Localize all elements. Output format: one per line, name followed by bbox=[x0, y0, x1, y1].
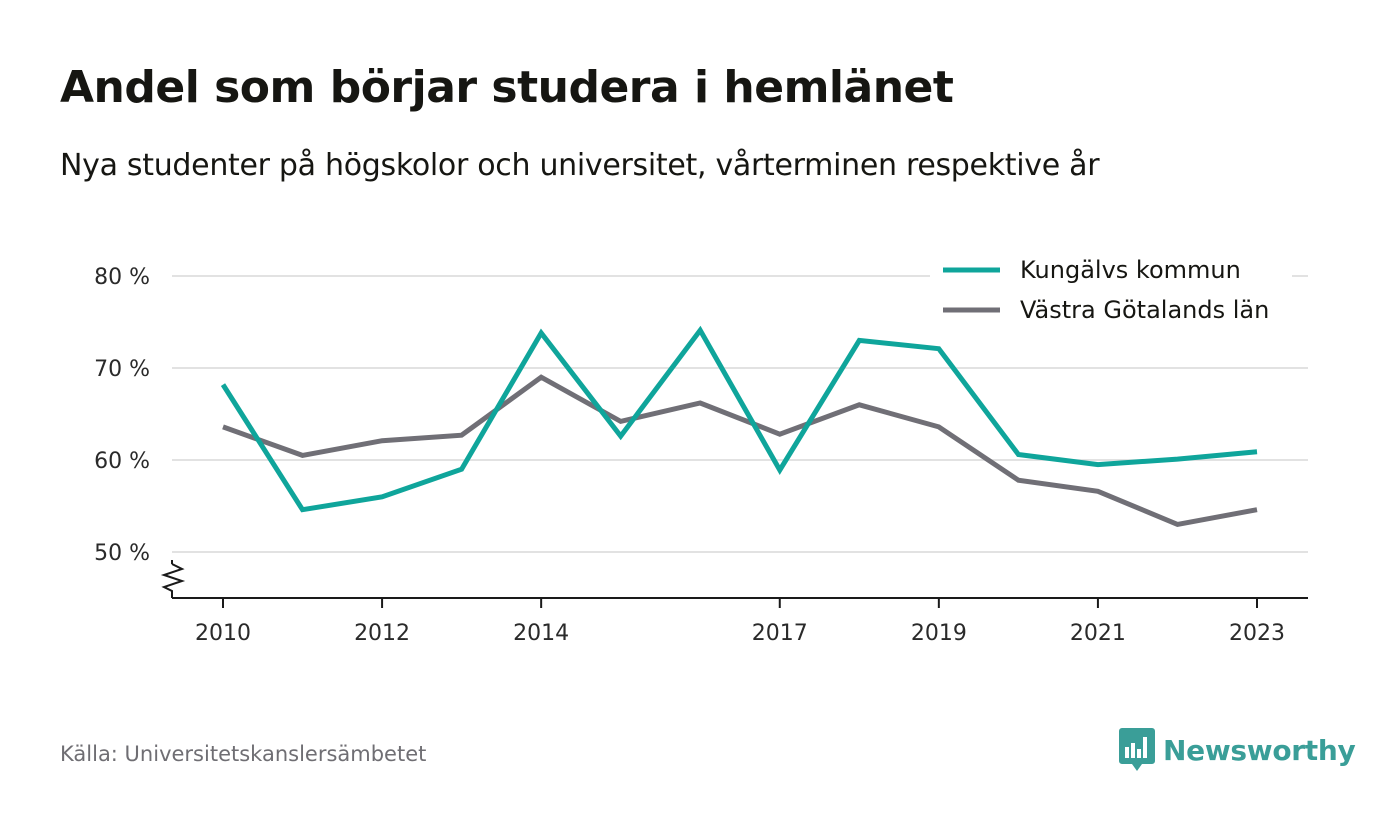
source-note: Källa: Universitetskanslersämbetet bbox=[60, 742, 427, 766]
newsworthy-logo: Newsworthy bbox=[1119, 728, 1356, 772]
chart-subtitle: Nya studenter på högskolor och universit… bbox=[60, 148, 1100, 183]
legend-label: Västra Götalands län bbox=[1020, 296, 1269, 324]
x-tick-label: 2012 bbox=[354, 621, 410, 646]
series-layer bbox=[220, 325, 1258, 527]
x-tick-label: 2019 bbox=[911, 621, 967, 646]
legend: Kungälvs kommun Västra Götalands län bbox=[930, 250, 1292, 336]
y-tick-label: 80 % bbox=[94, 265, 150, 290]
line-chart: 50 % 60 % 70 % 80 % 2010 2012 2014 2017 2019 202… bbox=[94, 250, 1308, 646]
y-tick-label: 60 % bbox=[94, 449, 150, 474]
newsworthy-logo-icon bbox=[1119, 728, 1155, 771]
brand-name: Newsworthy bbox=[1163, 733, 1356, 767]
chart-title: Andel som börjar studera i hemlänet bbox=[60, 62, 954, 113]
series-line-0 bbox=[220, 325, 1258, 513]
legend-background bbox=[930, 250, 1292, 336]
x-tick-label: 2023 bbox=[1229, 621, 1285, 646]
y-axis-labels: 50 % 60 % 70 % 80 % bbox=[94, 265, 150, 566]
series-line-1 bbox=[222, 374, 1258, 527]
x-tick-label: 2014 bbox=[513, 621, 569, 646]
axis-break-symbol bbox=[160, 563, 186, 598]
legend-label: Kungälvs kommun bbox=[1020, 256, 1241, 284]
x-tick-label: 2010 bbox=[195, 621, 251, 646]
y-tick-label: 70 % bbox=[94, 357, 150, 382]
x-tick-label: 2021 bbox=[1070, 621, 1126, 646]
x-axis: 2010 2012 2014 2017 2019 2021 2023 bbox=[160, 560, 1308, 646]
y-tick-label: 50 % bbox=[94, 541, 150, 566]
x-tick-label: 2017 bbox=[752, 621, 808, 646]
